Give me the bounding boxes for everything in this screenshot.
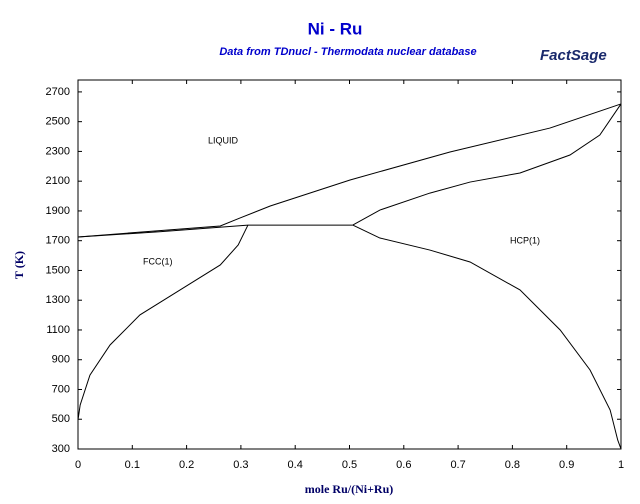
x-tick-label: 0.8: [505, 459, 520, 471]
phase-boundary: [77, 224, 249, 421]
annotation: LIQUID: [208, 135, 239, 145]
y-tick-label: 2100: [46, 175, 70, 187]
logo: FactSage: [540, 47, 607, 64]
annotation: HCP(1): [510, 235, 540, 245]
y-tick-label: 1500: [46, 264, 70, 276]
y-tick-label: 700: [52, 383, 70, 395]
y-tick-label: 900: [52, 354, 70, 366]
phase-boundary: [352, 224, 622, 450]
x-tick-label: 0.7: [450, 459, 465, 471]
annotation: FCC(1): [143, 256, 173, 266]
x-tick-label: 0.6: [396, 459, 411, 471]
y-tick-label: 1900: [46, 205, 70, 217]
y-tick-label: 2500: [46, 116, 70, 128]
x-tick-label: 0.2: [179, 459, 194, 471]
x-axis-label: mole Ru/(Ni+Ru): [305, 482, 394, 496]
x-tick-label: 1: [618, 459, 624, 471]
phase-boundary: [352, 103, 622, 226]
x-tick-label: 0: [75, 459, 81, 471]
y-tick-label: 300: [52, 443, 70, 455]
y-tick-label: 1100: [46, 324, 70, 336]
phase-boundary: [77, 103, 622, 238]
x-tick-label: 0.9: [559, 459, 574, 471]
phase-boundary: [77, 224, 248, 238]
y-tick-label: 500: [52, 413, 70, 425]
x-tick-label: 0.3: [233, 459, 248, 471]
x-tick-label: 0.4: [288, 459, 303, 471]
y-axis-label: T (K): [12, 251, 26, 279]
y-tick-label: 1300: [46, 294, 70, 306]
chart-subtitle: Data from TDnucl - Thermodata nuclear da…: [219, 46, 476, 58]
y-tick-label: 2300: [46, 145, 70, 157]
x-tick-label: 0.1: [125, 459, 140, 471]
x-tick-label: 0.5: [342, 459, 357, 471]
y-tick-label: 1700: [46, 235, 70, 247]
y-tick-label: 2700: [46, 86, 70, 98]
chart-title: Ni - Ru: [308, 19, 363, 38]
